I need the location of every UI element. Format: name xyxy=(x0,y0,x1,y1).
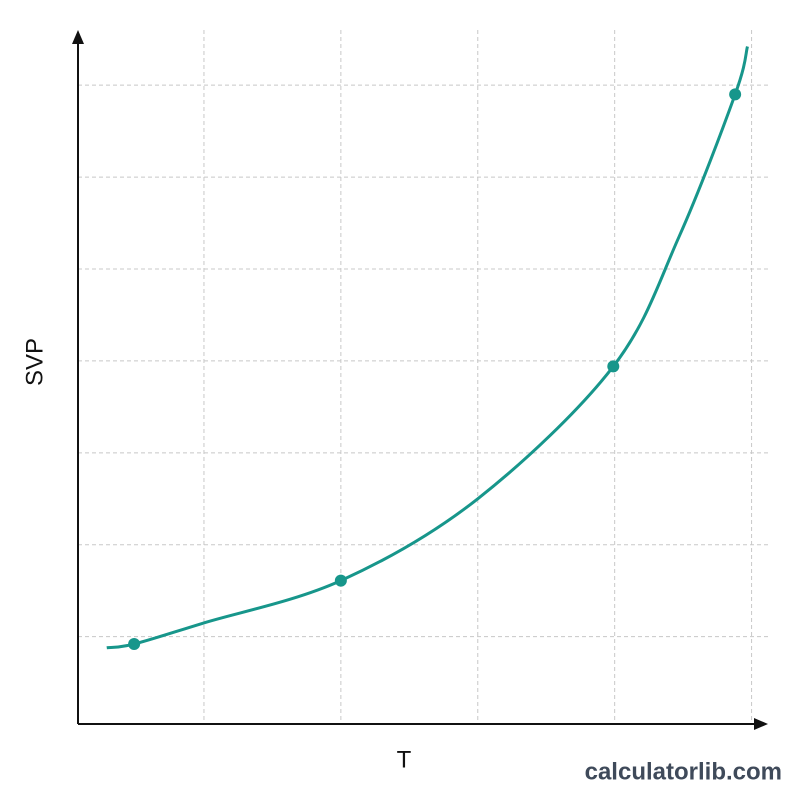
data-point xyxy=(607,360,620,373)
y-axis-label: SVP xyxy=(21,338,48,386)
x-axis-arrow xyxy=(754,718,768,730)
x-axis-label: T xyxy=(397,746,412,773)
curve xyxy=(106,46,749,650)
data-point xyxy=(128,638,141,651)
watermark: calculatorlib.com xyxy=(585,758,782,785)
y-axis-arrow xyxy=(72,30,84,44)
data-point xyxy=(729,88,742,101)
data-point xyxy=(334,574,347,587)
